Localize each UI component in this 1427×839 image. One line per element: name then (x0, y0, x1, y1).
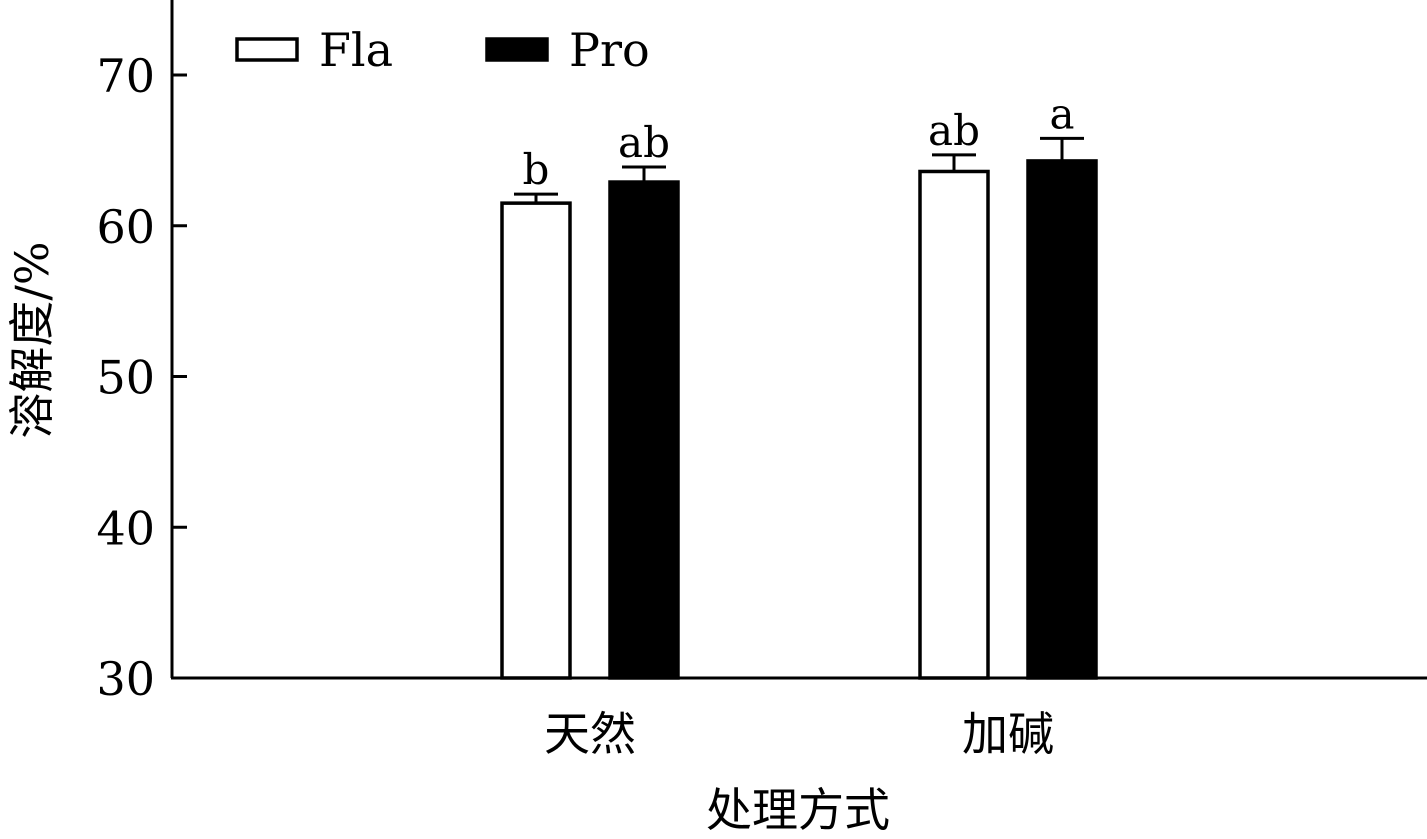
bar-fla-2 (918, 169, 990, 680)
legend: Fla Pro (235, 23, 650, 77)
y-tick-label: 70 (96, 49, 155, 103)
significance-label: ab (618, 118, 670, 167)
significance-label: ab (928, 106, 980, 155)
y-tick-label: 40 (96, 501, 155, 555)
significance-label: a (1049, 89, 1074, 138)
legend-label-pro: Pro (569, 23, 650, 77)
y-tick-label: 60 (96, 200, 155, 254)
bar-pro-1 (608, 180, 680, 680)
y-tick-label: 50 (96, 351, 155, 405)
axes: 30 40 50 60 70 天然 加碱 (96, 0, 1427, 761)
x-axis-title: 处理方式 (706, 783, 890, 834)
legend-swatch-fla (235, 37, 299, 62)
x-tick-label: 加碱 (962, 707, 1054, 761)
y-axis-title: 溶解度/% (5, 241, 59, 438)
significance-label: b (523, 145, 550, 194)
legend-swatch-pro (485, 37, 549, 62)
bar-pro-2 (1026, 159, 1098, 680)
y-tick-label: 30 (96, 652, 155, 706)
x-tick-label: 天然 (544, 707, 636, 761)
legend-label-fla: Fla (319, 23, 393, 77)
bars: b ab ab a (500, 89, 1098, 680)
bar-fla-1 (500, 201, 572, 680)
